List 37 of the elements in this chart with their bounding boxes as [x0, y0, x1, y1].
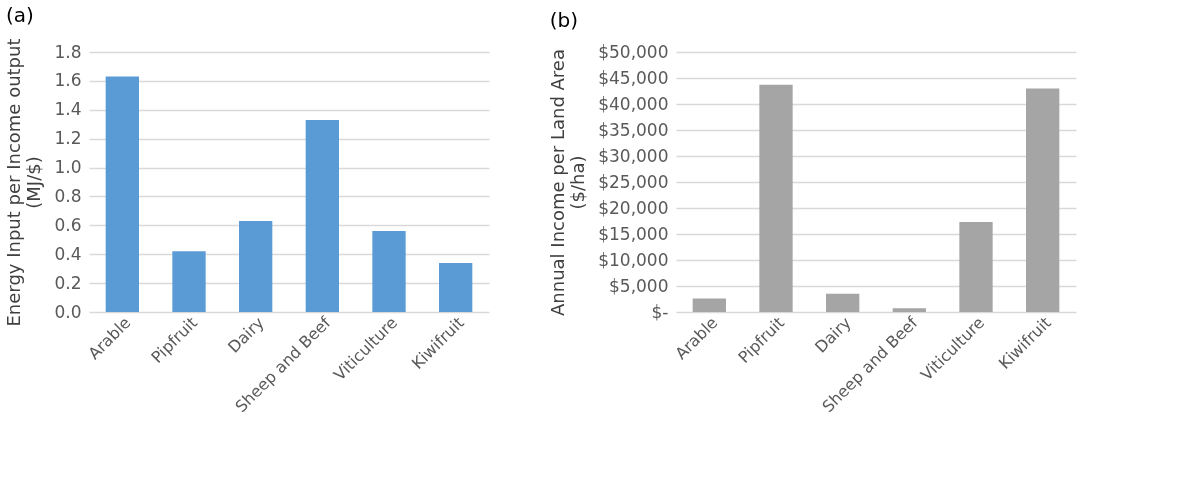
- y-tick-label: $25,000: [598, 171, 669, 192]
- y-axis-title: Energy Input per Income output (MJ/$): [3, 38, 45, 327]
- bar: [172, 251, 206, 312]
- bar: [759, 84, 793, 312]
- y-tick-label: 1.2: [54, 128, 82, 149]
- y-tick-label: $15,000: [598, 223, 669, 244]
- y-tick-label: $30,000: [598, 145, 669, 166]
- y-tick-label: 0.0: [54, 301, 82, 322]
- y-tick-label: 0.4: [54, 243, 82, 264]
- y-axis-title: Annual Income per Land Area ($/ha): [547, 49, 589, 316]
- y-tick-label: 1.8: [54, 41, 82, 62]
- bar: [892, 308, 926, 312]
- chart-title: (a): [5, 2, 34, 27]
- y-tick-label: $10,000: [598, 249, 669, 270]
- y-tick-label: 0.2: [54, 272, 82, 293]
- bar: [1026, 88, 1060, 312]
- y-tick-label: 1.6: [54, 70, 82, 91]
- bar: [239, 221, 273, 312]
- bar: [372, 231, 406, 312]
- y-tick-label: $20,000: [598, 197, 669, 218]
- y-tick-label: $45,000: [598, 67, 669, 88]
- y-tick-label: 1.4: [54, 99, 82, 120]
- y-tick-label: 0.6: [54, 214, 82, 235]
- bar: [959, 222, 993, 312]
- bar: [692, 298, 726, 312]
- y-tick-label: 0.8: [54, 185, 82, 206]
- bar: [826, 293, 860, 312]
- bar: [305, 119, 339, 312]
- y-tick-label: $5,000: [609, 275, 669, 296]
- bar: [439, 262, 473, 312]
- y-tick-label: $40,000: [598, 93, 669, 114]
- bar: [105, 76, 139, 312]
- y-tick-label: $50,000: [598, 41, 669, 62]
- y-tick-label: 1.0: [54, 157, 82, 178]
- y-tick-label: $35,000: [598, 119, 669, 140]
- y-tick-label: $-: [651, 301, 669, 322]
- chart-title: (b): [549, 8, 579, 32]
